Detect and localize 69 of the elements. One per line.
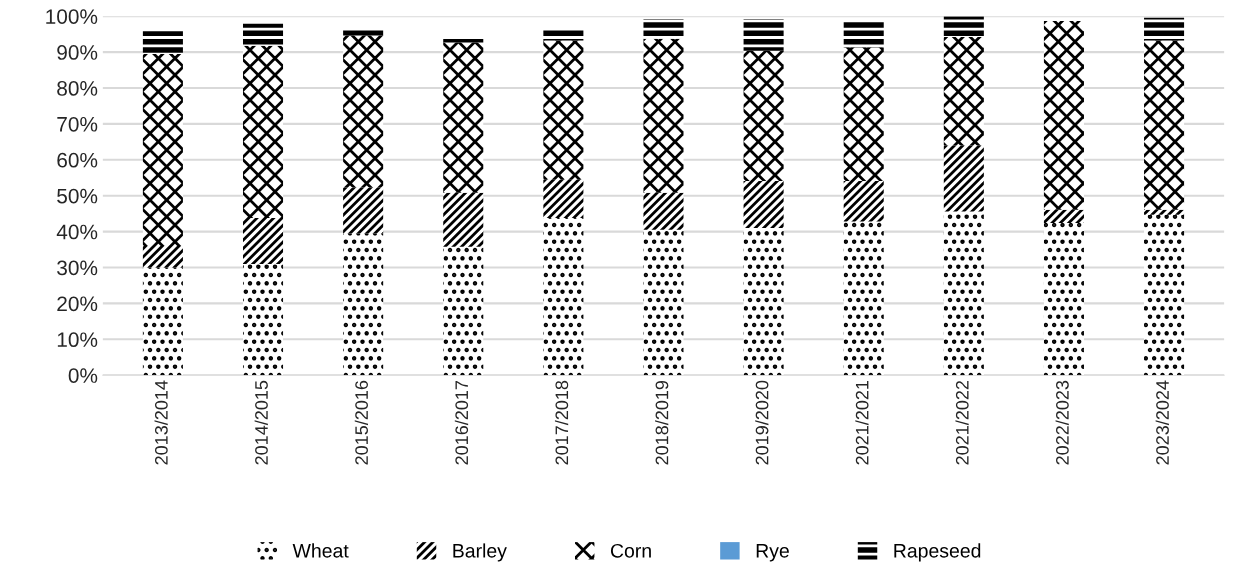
bar <box>543 40 584 180</box>
x-tick-label: 2014/2015 <box>254 380 268 465</box>
bar <box>343 28 384 36</box>
y-tick-label: 60% <box>57 152 98 168</box>
x-tick-label: 2017/2018 <box>554 380 569 465</box>
bar <box>643 19 684 39</box>
x-tick-label: 2013/2014 <box>154 380 168 465</box>
bar <box>843 180 884 222</box>
bar <box>443 42 484 193</box>
y-tick-label: 100% <box>46 9 98 24</box>
bar <box>843 47 884 181</box>
x-tick-label: 2016/2017 <box>454 380 469 465</box>
bar <box>243 45 284 218</box>
bar <box>543 217 584 376</box>
legend-label: Rye <box>756 544 789 562</box>
x-tick-label: 2021/2021 <box>855 380 869 465</box>
x-tick-label: 2022/2023 <box>1055 380 1069 465</box>
legend-label: Barley <box>453 543 507 562</box>
y-tick-label: 0% <box>68 368 98 383</box>
legend-label: Corn <box>610 543 651 558</box>
bar <box>1043 222 1084 376</box>
y-tick-label: 90% <box>57 45 98 60</box>
bar <box>943 211 984 376</box>
bar <box>1144 209 1185 215</box>
bar <box>743 50 784 181</box>
bar <box>443 246 484 376</box>
bar <box>743 180 784 229</box>
x-tick-label: 2015/2016 <box>354 380 368 465</box>
y-tick-label: 70% <box>57 116 98 132</box>
bar <box>1043 209 1084 223</box>
x-tick-label: 2023/2024 <box>1155 380 1169 465</box>
bar <box>943 37 984 146</box>
y-tick-label: 80% <box>57 81 98 96</box>
bar <box>743 19 784 51</box>
bar <box>1144 214 1185 376</box>
y-tick-label: 10% <box>57 332 98 348</box>
bar <box>243 217 284 264</box>
legend-label: Rapeseed <box>894 543 981 562</box>
bar <box>1144 17 1185 41</box>
bar <box>142 267 183 376</box>
bar <box>243 263 284 376</box>
bar <box>843 221 884 376</box>
y-tick-label: 50% <box>57 188 98 204</box>
bar <box>142 53 183 246</box>
bar <box>343 35 384 188</box>
bar <box>1144 40 1185 210</box>
bar <box>443 192 484 247</box>
x-tick-label: 2021/2022 <box>955 380 969 465</box>
bar <box>943 145 984 212</box>
bar <box>743 228 784 376</box>
legend-label: Wheat <box>292 543 349 558</box>
y-tick-label: 20% <box>57 296 98 312</box>
bar <box>543 29 584 41</box>
y-tick-label: 30% <box>57 260 98 276</box>
bar <box>343 233 384 376</box>
bar <box>543 179 584 218</box>
bar <box>142 245 183 268</box>
bar <box>1043 20 1084 210</box>
bar <box>343 187 384 234</box>
y-tick-label: 40% <box>56 224 98 240</box>
bar <box>643 192 684 230</box>
x-tick-label: 2018/2019 <box>655 380 669 465</box>
bar <box>943 16 984 38</box>
bar <box>643 229 684 376</box>
bar <box>643 38 684 193</box>
x-tick-label: 2019/2020 <box>755 380 769 465</box>
bar <box>142 31 183 54</box>
bar <box>843 20 884 48</box>
bar <box>243 23 284 46</box>
